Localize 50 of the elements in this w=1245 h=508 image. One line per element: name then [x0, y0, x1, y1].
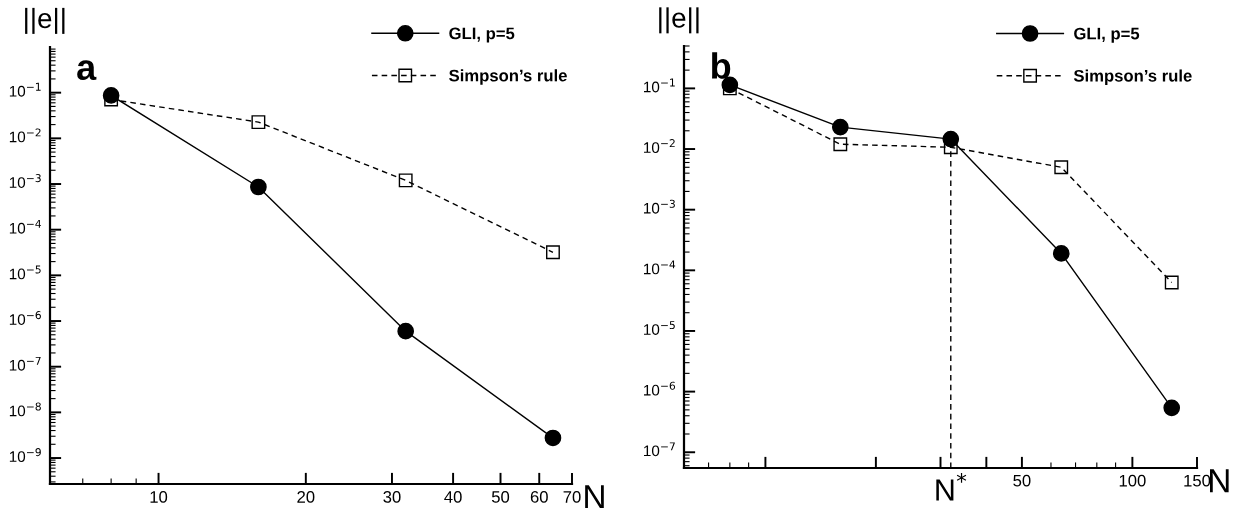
y-axis-title: ||e|| [659, 7, 699, 34]
point [250, 178, 267, 196]
point [397, 322, 415, 340]
point [1164, 275, 1179, 290]
point [943, 140, 958, 155]
y-tick-label: 10$^{−5}$ [644, 321, 675, 335]
legend-label: GLI, p=5 [449, 27, 515, 43]
y-tick-label: 10$^{−3}$ [644, 199, 675, 214]
y-tick-label: 10$^{−7}$ [644, 442, 675, 457]
y-tick-label: 10$^{−6}$ [644, 381, 676, 396]
x-axis-title: N [1209, 469, 1229, 493]
y-tick-label: 10$^{−1}$ [644, 78, 675, 93]
point [398, 173, 413, 188]
x-tick-label: 30 [383, 491, 401, 503]
y-tick-label: 10$^{−8}$ [9, 402, 41, 417]
point [1054, 160, 1069, 175]
y-tick-label: 10$^{−2}$ [644, 139, 675, 154]
point [546, 245, 560, 260]
chart-title: b [712, 52, 731, 79]
y-tick-label: 10$^{−1}$ [9, 82, 41, 97]
point [1163, 399, 1181, 417]
y-tick-label: 10$^{−3}$ [9, 174, 41, 188]
legend-label: Simpson’s rule [449, 69, 567, 85]
point [544, 429, 562, 447]
y-axis-title: ||e|| [25, 7, 65, 34]
y-tick-label: 10$^{−5}$ [9, 265, 41, 280]
legend-label: Simpson’s rule [1073, 69, 1192, 85]
point [833, 137, 848, 152]
x-tick-label: 100 [1119, 474, 1146, 487]
point [251, 115, 266, 130]
y-tick-label: 10$^{−9}$ [9, 448, 41, 463]
x-tick-label: 50 [491, 491, 510, 503]
ref-line-label: N$^{*}$ [936, 472, 967, 501]
y-tick-label: 10$^{−2}$ [9, 128, 41, 143]
x-axis-title: N [585, 485, 604, 508]
x-tick-label: 20 [297, 491, 315, 503]
x-tick-label: 40 [444, 491, 462, 503]
x-tick-label: 10 [150, 491, 168, 503]
x-tick-label: 150 [1184, 474, 1211, 487]
y-tick-label: 10$^{−4}$ [9, 219, 42, 234]
x-tick-label: 50 [1013, 474, 1031, 487]
y-tick-label: 10$^{−7}$ [9, 356, 41, 371]
point [831, 118, 849, 136]
point [1052, 245, 1070, 262]
x-tick-label: 70 [563, 491, 581, 503]
y-tick-label: 10$^{−4}$ [644, 260, 676, 275]
chart-title: a [77, 60, 97, 81]
y-tick-label: 10$^{−6}$ [9, 311, 41, 325]
legend-label: GLI, p=5 [1074, 27, 1140, 43]
x-tick-label: 60 [530, 491, 548, 503]
